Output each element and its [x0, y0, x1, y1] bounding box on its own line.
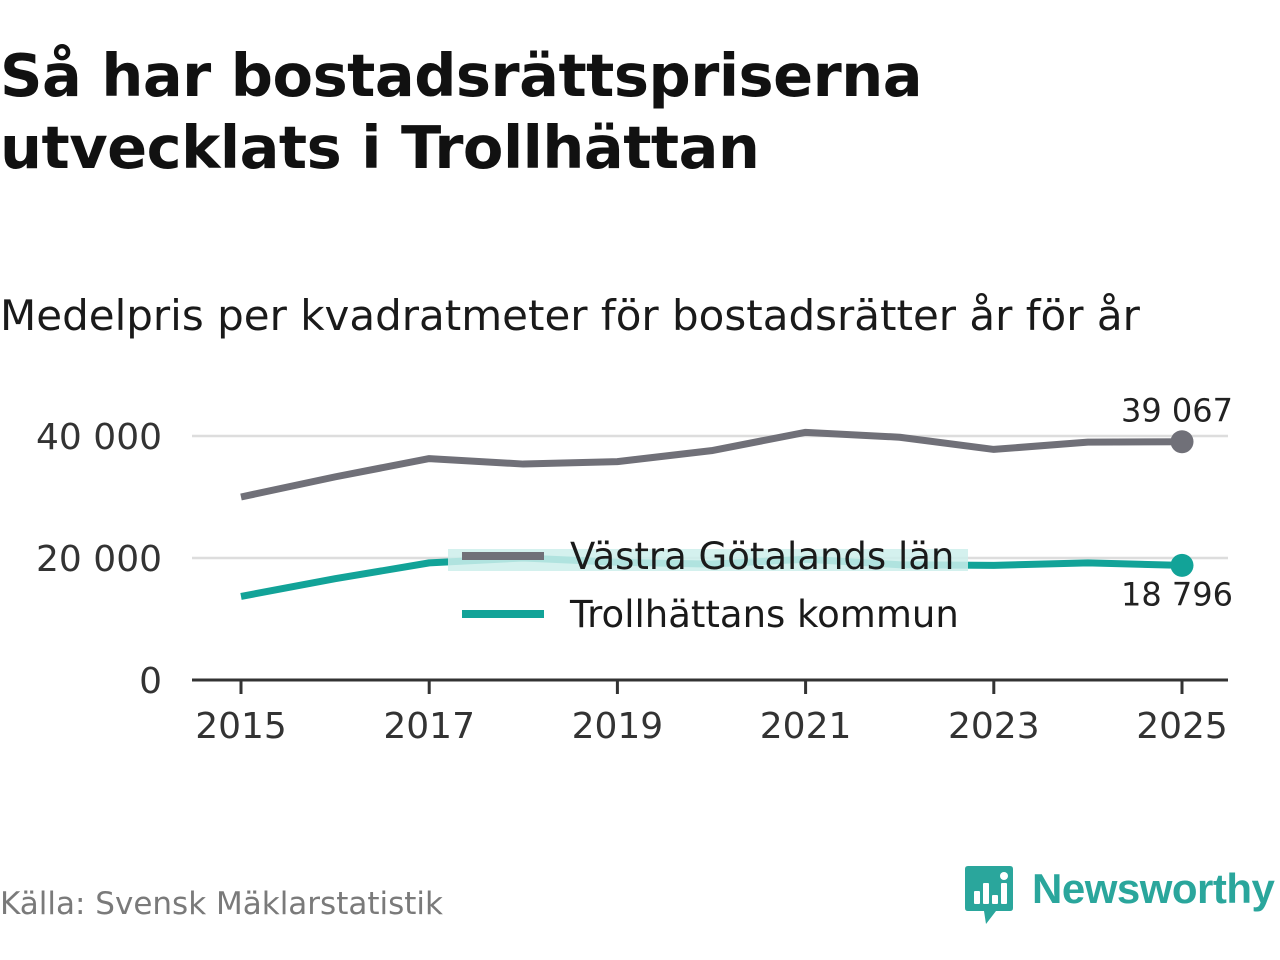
series-line-1 [240, 428, 1183, 501]
y-tick-label: 0 [139, 661, 162, 702]
y-axis-ticks: 0 20 000 40 000 [36, 417, 162, 702]
x-tick-label: 2015 [195, 706, 287, 747]
legend-background [448, 549, 968, 571]
line-chart: 0 20 000 40 000 Västra Götalands län Trollh… [36, 392, 1233, 747]
x-tick-label: 2017 [383, 706, 475, 747]
end-value-label-1: 39 067 [1121, 392, 1233, 430]
y-tick-label: 40 000 [36, 417, 162, 458]
chart-title: Så har bostadsrättspriserna utvecklats i… [0, 41, 923, 182]
x-tick-label: 2025 [1136, 706, 1228, 747]
source-note: Källa: Svensk Mäklarstatistik [0, 886, 443, 922]
y-tick-label: 20 000 [36, 539, 162, 580]
legend-label-2: Trollhättans kommun [569, 593, 959, 636]
newsworthy-logo-icon [965, 866, 1013, 924]
end-point-1 [1170, 430, 1194, 454]
end-labels: 39 067 18 796 [1121, 392, 1233, 614]
brand-logo: Newsworthy [964, 864, 1275, 926]
x-axis: 2015 2017 2019 2021 2023 2025 [192, 678, 1228, 747]
legend-label-1: Västra Götalands län [570, 535, 954, 578]
legend: Västra Götalands län Trollhättans kommun [448, 535, 968, 636]
end-point-2 [1170, 553, 1194, 577]
x-tick-label: 2021 [760, 706, 852, 747]
brand-name: Newsworthy [1032, 865, 1275, 912]
chart-subtitle: Medelpris per kvadratmeter för bostadsrä… [0, 291, 1140, 340]
end-value-label-2: 18 796 [1121, 575, 1233, 613]
x-tick-label: 2019 [572, 706, 664, 747]
x-tick-label: 2023 [948, 706, 1040, 747]
